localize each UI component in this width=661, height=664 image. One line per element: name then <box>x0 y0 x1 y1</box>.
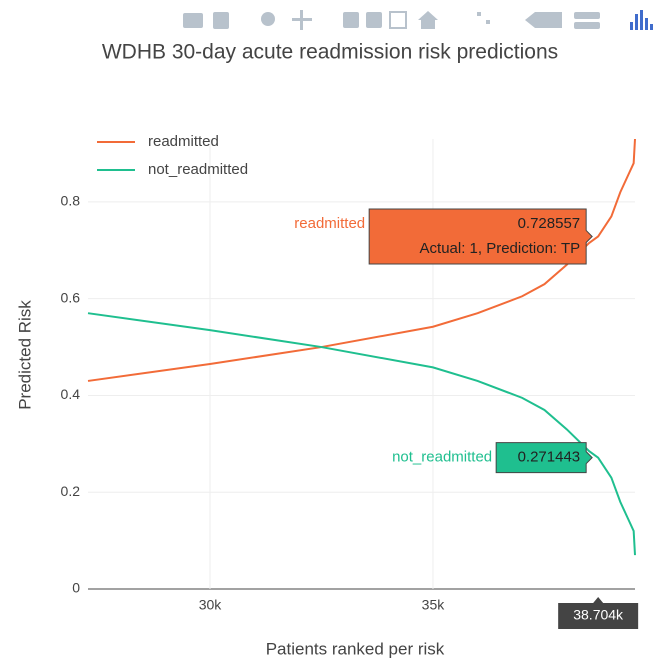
y-tick-label: 0.4 <box>61 386 81 402</box>
camera-icon[interactable] <box>183 13 203 28</box>
x-tick-label: 30k <box>199 597 223 613</box>
x-axis-label: Patients ranked per risk <box>266 639 445 658</box>
spike-icon-2 <box>486 20 490 24</box>
hover-x-label: 38.704k <box>573 607 624 623</box>
line-series <box>87 138 636 382</box>
hover-value: 0.728557 <box>518 215 581 232</box>
y-axis-label: Predicted Risk <box>15 300 34 410</box>
hover-closest-icon[interactable] <box>525 12 562 28</box>
autoscale-icon[interactable] <box>389 11 407 29</box>
legend-label: readmitted <box>148 133 219 150</box>
hover-text: Actual: 1, Prediction: TP <box>420 240 581 257</box>
y-tick-label: 0.6 <box>61 289 81 305</box>
hover-compare-icon[interactable] <box>574 12 600 19</box>
x-tick-label: 35k <box>422 597 446 613</box>
hover-box <box>495 442 593 474</box>
y-tick-label: 0.2 <box>61 483 81 499</box>
hover-value: 0.271443 <box>518 449 581 466</box>
y-tick-label: 0.8 <box>61 193 81 209</box>
hover-compare-icon-2 <box>574 22 600 29</box>
toolbar <box>183 10 653 30</box>
zoom-in-icon[interactable] <box>343 12 359 28</box>
zoom-icon[interactable] <box>261 12 275 26</box>
save-icon[interactable] <box>213 12 229 29</box>
pan-icon-v <box>300 10 303 30</box>
y-tick-label: 0 <box>72 580 80 596</box>
line-series <box>87 312 636 556</box>
home-icon[interactable] <box>418 11 438 29</box>
zoom-out-icon[interactable] <box>366 12 382 28</box>
chart-title: WDHB 30-day acute readmission risk predi… <box>102 41 558 64</box>
hover-series-name: readmitted <box>294 215 365 232</box>
hover-box <box>368 208 593 265</box>
plotly-logo[interactable] <box>630 10 653 30</box>
spike-icon[interactable] <box>477 12 481 16</box>
hover-series-name: not_readmitted <box>392 449 492 466</box>
hover-x-box <box>558 597 639 629</box>
legend-label: not_readmitted <box>148 161 248 178</box>
